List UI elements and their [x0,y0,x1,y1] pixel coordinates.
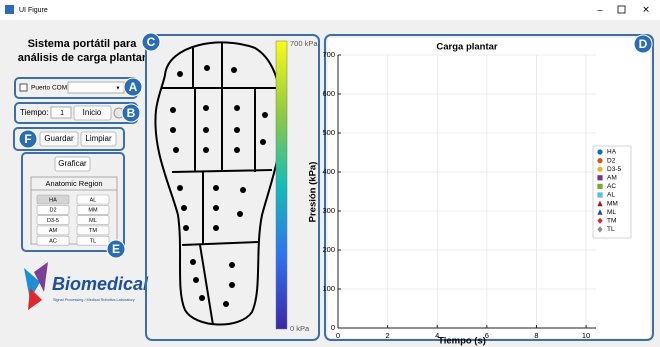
y-tick-label: 200 [322,245,335,254]
region-button-text: TM [89,228,97,234]
chart-title: Carga plantar [436,42,498,53]
legend-marker [597,158,602,163]
clear-button-text: Limpiar [85,134,112,143]
minimize-button[interactable]: – [597,4,602,14]
colorbar-max-label: 700 kPa [290,39,318,48]
region-button-text: ML [89,218,97,224]
com-label: Puerto COM [31,85,67,92]
foot-outline [155,42,282,324]
logo-name: Biomedical [52,274,149,294]
legend-marker [597,149,602,154]
legend-label: TL [607,226,615,233]
legend-label: AM [607,175,617,182]
y-axis-label: Presión (kPa) [308,162,319,223]
logo-wing [28,288,42,310]
legend-label: D3-5 [607,166,621,173]
x-tick-label: 10 [582,331,590,340]
app-window: UI Figure – ✕ Sistema portátil para anál… [0,0,660,347]
region-button-text: TL [90,238,96,244]
legend-label: HA [607,149,617,156]
y-tick-label: 300 [322,206,335,215]
label-letter: B [127,106,136,120]
time-value: 1 [60,110,64,117]
x-tick-label: 2 [386,331,390,340]
app-title: Sistema portátil para [28,38,138,50]
x-tick-label: 8 [534,331,538,340]
legend-label: AC [607,183,616,190]
legend-label: ML [607,209,616,216]
region-button-text: MM [88,208,98,214]
app-title: análisis de carga plantar [18,52,147,64]
start-button-text: Inicio [83,108,102,117]
region-button-text: AM [49,228,58,234]
label-letter: A [129,80,138,94]
x-tick-label: 6 [485,331,489,340]
x-tick-label: 0 [336,331,340,340]
y-tick-label: 700 [322,50,335,59]
y-tick-label: 600 [322,89,335,98]
y-tick-label: 0 [331,323,335,332]
legend-marker [597,184,602,189]
colorbar [276,41,287,329]
label-letter: D [639,37,648,51]
region-button-text: D3-5 [47,218,59,224]
y-tick-label: 100 [322,284,335,293]
x-axis-label: Tiempo (s) [438,336,486,347]
x-tick-label: 4 [435,331,439,340]
plot-button-text: Graficar [58,159,87,168]
legend-label: TM [607,218,616,225]
app-icon [5,5,14,14]
region-button-text: AL [90,197,97,203]
title-bar [0,0,660,20]
save-button-text: Guardar [44,134,74,143]
legend-label: AL [607,192,615,199]
dropdown-arrow: ▼ [116,85,121,91]
region-button-text: HA [49,197,57,203]
region-button-text: D2 [49,208,56,214]
time-label: Tiempo: [20,108,49,117]
section-c-box [146,35,319,340]
y-tick-label: 500 [322,128,335,137]
region-button-text: AC [49,238,57,244]
legend-label: MM [607,200,618,207]
label-letter: E [112,242,120,256]
label-letter: C [147,35,156,49]
region-panel-title: Anatomic Region [45,179,102,188]
colorbar-min-label: 0 kPa [290,324,310,333]
close-button[interactable]: ✕ [642,4,650,14]
com-checkbox[interactable] [20,84,27,91]
window-title: UI Figure [19,7,48,14]
legend-marker [597,192,602,197]
sensor-dots [170,65,268,307]
label-letter: F [24,132,31,146]
legend-marker [597,175,602,180]
logo-tagline: Signal Processing / Medical Robotics Lab… [53,298,135,302]
legend-marker [597,167,602,172]
y-tick-label: 400 [322,167,335,176]
legend-label: D2 [607,157,616,164]
